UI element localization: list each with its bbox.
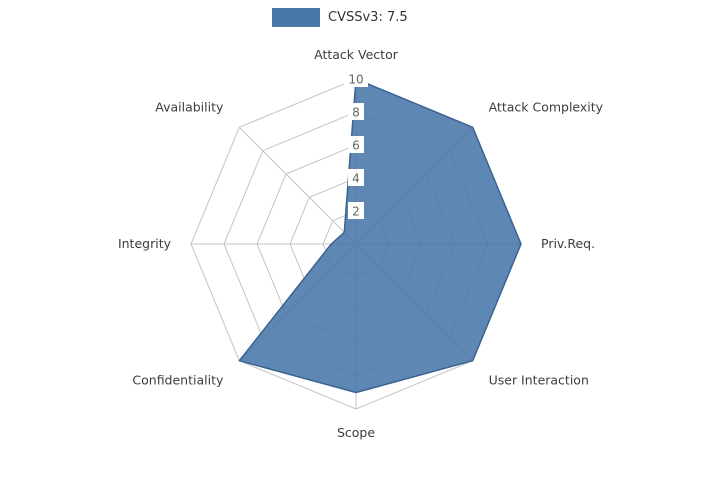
tick-label-box xyxy=(344,70,368,87)
tick-label-box xyxy=(348,169,364,186)
category-label: Priv.Req. xyxy=(541,236,595,251)
tick-label-box xyxy=(348,136,364,153)
category-label: Attack Vector xyxy=(314,47,399,62)
category-label: Attack Complexity xyxy=(489,99,604,114)
tick-label-box xyxy=(348,202,364,219)
radial-tick-label: 8 xyxy=(352,106,360,120)
legend-swatch xyxy=(272,8,320,27)
legend-label: CVSSv3: 7.5 xyxy=(328,10,408,25)
category-label: Scope xyxy=(337,425,375,440)
radar-area-cvssv3 xyxy=(238,78,522,394)
tick-label-box xyxy=(348,103,364,120)
radial-tick-label: 6 xyxy=(352,139,360,153)
category-label: User Interaction xyxy=(489,373,589,388)
chart-legend: CVSSv3: 7.5 xyxy=(272,8,408,27)
grid-spoke xyxy=(238,126,357,245)
category-label: Confidentiality xyxy=(132,373,224,388)
radial-tick-label: 4 xyxy=(352,172,360,186)
category-label: Availability xyxy=(155,99,224,114)
radial-tick-label: 2 xyxy=(352,205,360,219)
radial-tick-label: 10 xyxy=(348,73,363,87)
category-label: Integrity xyxy=(118,236,172,251)
